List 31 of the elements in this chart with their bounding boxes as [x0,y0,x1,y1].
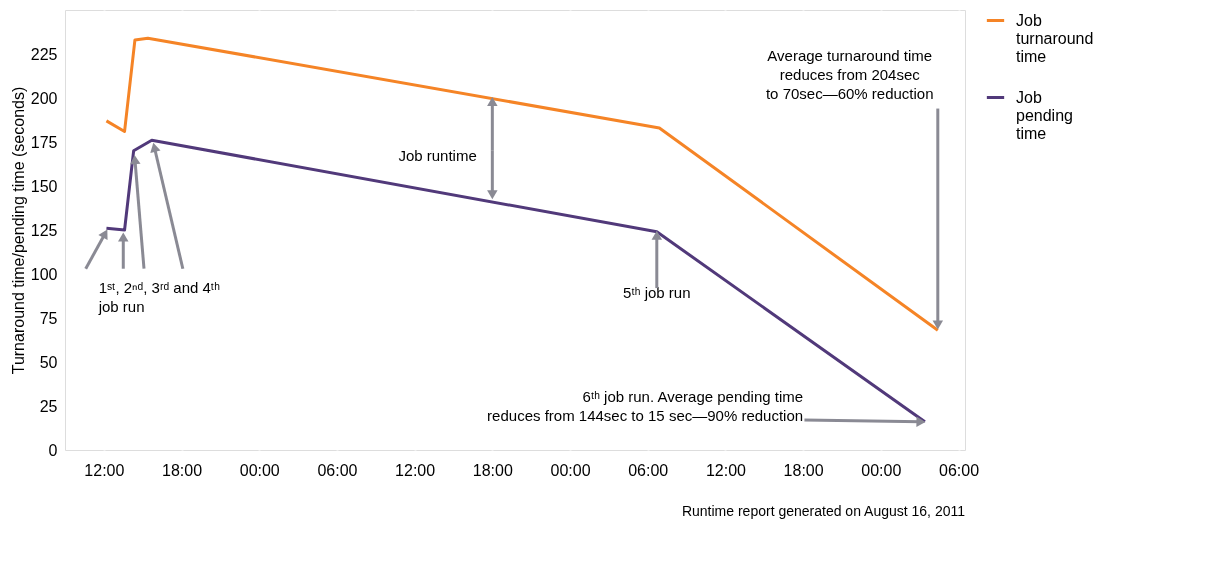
text: Runtime report generated on August 16, 2011 [681,503,966,519]
y-tick-label: 75 [39,309,58,327]
y-tick-label: 100 [30,265,58,283]
legend-label: Job pending time [1016,88,1073,142]
y-tick-label: 150 [30,177,58,195]
annotation: 6ᵗʰ job run. Average pending time reduces from 144sec to 15 sec—90% reduction [487,388,804,425]
x-tick-label: 00:00 [550,461,591,479]
x-tick-label: 12:00 [84,461,125,479]
y-tick-label: 175 [30,133,58,151]
x-tick-label: 12:00 [395,461,436,479]
y-axis-title: Turnaround time/pending time (seconds) [9,86,27,375]
y-tick-label: 200 [30,89,58,107]
x-tick-label: 00:00 [861,461,902,479]
x-tick-label: 06:00 [317,461,358,479]
x-tick-label: 06:00 [628,461,669,479]
y-tick-label: 25 [39,397,58,415]
y-tick-label: 125 [30,221,58,239]
y-tick-label: 0 [48,441,58,459]
annotation: Average turnaround time reduces from 204sec to 70sec—60% reduction [765,46,934,102]
annotation: Job runtime [398,147,477,165]
annotation: 1ˢᵗ, 2ⁿᵈ, 3ʳᵈ and 4ᵗʰ job run [97,279,221,316]
x-tick-label: 18:00 [162,461,203,479]
y-tick-label: 50 [39,353,58,371]
x-tick-label: 18:00 [472,461,513,479]
x-tick-label: 18:00 [783,461,824,479]
legend-label: Job turnaround time [1016,11,1094,65]
y-tick-label: 225 [30,45,58,63]
x-tick-label: 06:00 [939,461,980,479]
x-tick-label: 12:00 [705,461,747,479]
x-tick-label: 00:00 [239,461,280,479]
annotation: 5ᵗʰ job run [623,284,691,302]
